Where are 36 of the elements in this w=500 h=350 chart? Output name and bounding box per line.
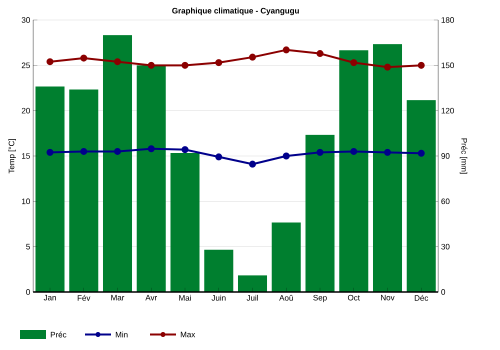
bar — [372, 44, 402, 292]
point — [418, 62, 425, 69]
point — [215, 153, 222, 160]
bar — [102, 35, 132, 292]
bar — [238, 275, 268, 292]
bar — [35, 86, 65, 292]
bar — [406, 100, 436, 292]
point — [384, 64, 391, 71]
point — [249, 54, 256, 61]
point — [148, 62, 155, 69]
bar — [305, 134, 335, 292]
point — [249, 160, 256, 168]
point — [80, 148, 88, 155]
point — [316, 148, 324, 156]
point — [215, 59, 222, 66]
point — [418, 150, 425, 157]
bar — [170, 152, 200, 292]
bar — [136, 65, 166, 292]
bar — [204, 250, 234, 292]
point — [182, 146, 188, 154]
point — [148, 145, 155, 152]
bar — [69, 90, 98, 292]
point — [80, 54, 88, 62]
point — [350, 59, 358, 66]
point — [282, 46, 290, 54]
point — [182, 62, 188, 69]
point — [114, 148, 121, 155]
point — [114, 58, 121, 66]
point — [384, 148, 391, 156]
bar — [339, 50, 368, 292]
point — [46, 58, 54, 66]
point — [282, 152, 290, 160]
bar — [272, 222, 301, 292]
point — [46, 148, 54, 156]
point — [350, 148, 358, 155]
point — [316, 50, 324, 58]
